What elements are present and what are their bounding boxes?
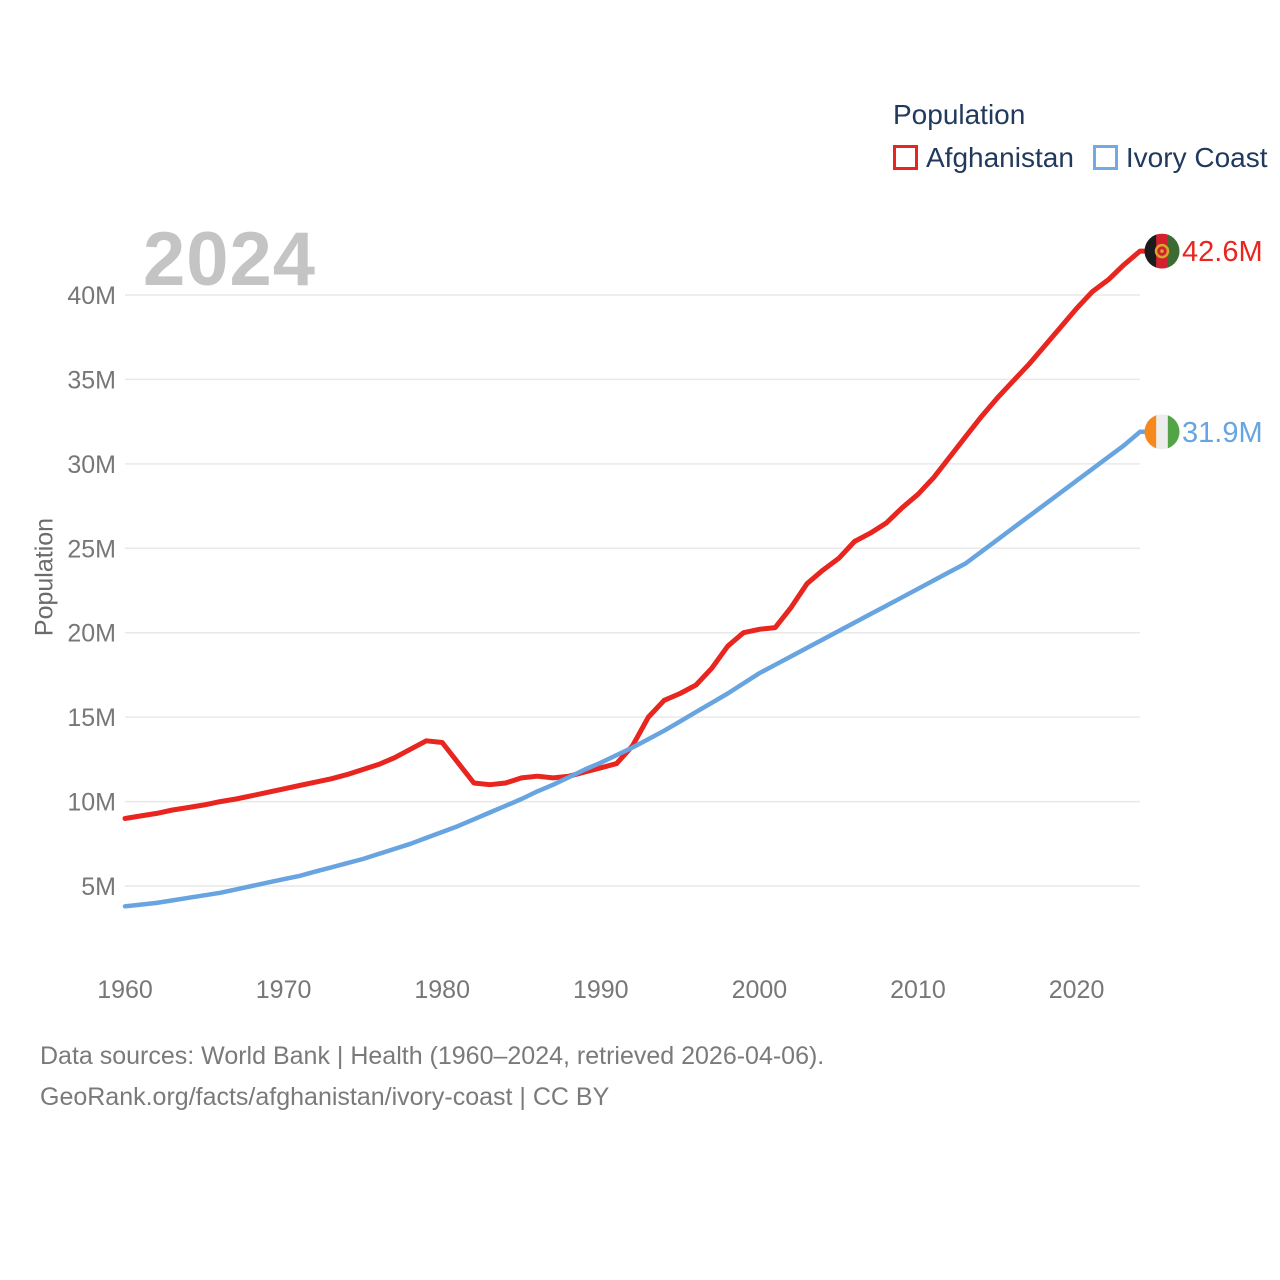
afghanistan-line — [122, 248, 1150, 821]
y-tick-label-10M: 10M — [67, 789, 116, 817]
legend-title: Population — [893, 99, 1026, 130]
afghanistan-end-value-label: 42.6M — [1182, 236, 1263, 268]
ivory-coast-legend-swatch — [1092, 145, 1118, 171]
legend: Population Afghanistan Ivory Coast — [893, 99, 1268, 173]
x-tick-label-1970: 1970 — [256, 976, 312, 1004]
legend-item-afghanistan[interactable]: Afghanistan — [893, 141, 1074, 173]
ivory-coast-legend-label: Ivory Coast — [1125, 141, 1268, 173]
x-tick-label-2010: 2010 — [890, 976, 946, 1004]
footer-data-sources: Data sources: World Bank | Health (1960–… — [40, 1042, 825, 1070]
footer-attribution: GeoRank.org/facts/afghanistan/ivory-coas… — [40, 1083, 610, 1111]
afghanistan-flag-icon — [1144, 233, 1180, 269]
y-tick-label-35M: 35M — [67, 366, 116, 394]
x-tick-label-1990: 1990 — [573, 976, 629, 1004]
y-tick-label-30M: 30M — [67, 451, 116, 479]
x-tick-label-1980: 1980 — [414, 976, 470, 1004]
ivory-coast-end-value-label: 31.9M — [1182, 417, 1263, 449]
legend-item-ivory-coast[interactable]: Ivory Coast — [1092, 141, 1268, 173]
y-axis-title: Population — [30, 517, 59, 637]
y-tick-label-15M: 15M — [67, 704, 116, 732]
legend-items: Afghanistan Ivory Coast — [893, 141, 1268, 173]
afghanistan-legend-label: Afghanistan — [926, 141, 1074, 173]
ivory-coast-flag-icon — [1144, 414, 1180, 450]
x-tick-label-2020: 2020 — [1049, 976, 1105, 1004]
ivory-coast-line — [122, 429, 1150, 909]
x-tick-label-2000: 2000 — [732, 976, 788, 1004]
x-tick-label-1960: 1960 — [97, 976, 153, 1004]
y-tick-label-40M: 40M — [67, 282, 116, 310]
afghanistan-legend-swatch — [893, 145, 918, 171]
footer: Data sources: World Bank | Health (1960–… — [40, 1036, 824, 1118]
y-tick-label-20M: 20M — [67, 620, 116, 648]
plot-area[interactable] — [125, 215, 1140, 940]
y-tick-label-25M: 25M — [67, 535, 116, 563]
y-tick-label-5M: 5M — [81, 873, 116, 901]
year-watermark: 2024 — [143, 217, 317, 302]
